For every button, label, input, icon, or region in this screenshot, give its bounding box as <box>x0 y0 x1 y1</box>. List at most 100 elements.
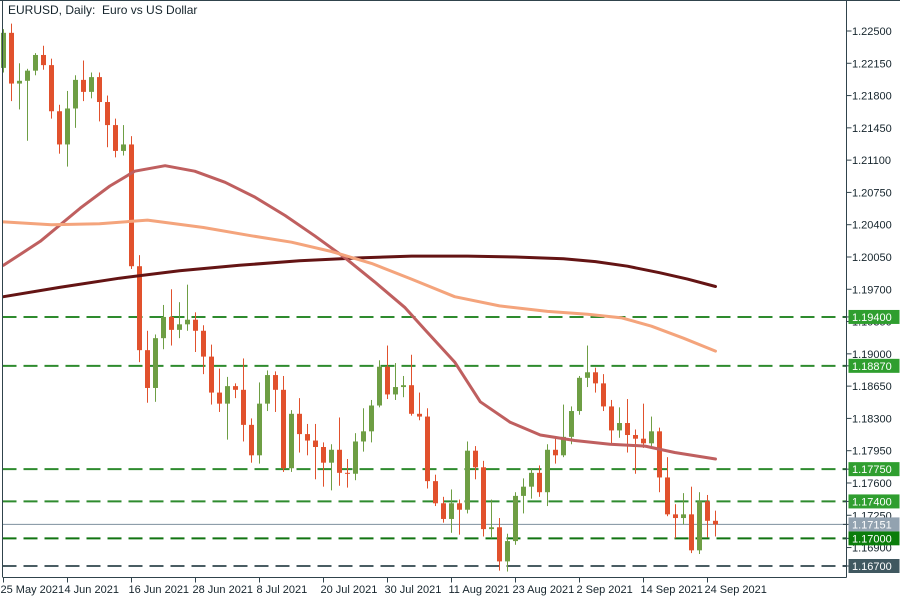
candle-down <box>129 144 134 267</box>
candle-down <box>481 467 486 530</box>
candle-up <box>1 32 6 68</box>
candle-down <box>609 406 614 431</box>
candle-down <box>385 366 390 395</box>
candle-down <box>169 316 174 330</box>
candle-down <box>705 501 710 521</box>
price-tick-label: 1.17600 <box>852 478 892 490</box>
candle-down <box>433 481 438 504</box>
price-tick-label: 1.18650 <box>852 381 892 393</box>
level-1.17750-box <box>848 462 900 477</box>
candle-down <box>641 438 646 444</box>
candle-up <box>185 319 190 325</box>
level-1.17000-label: 1.17000 <box>852 533 892 545</box>
time-tick-label: 23 Aug 2021 <box>513 584 575 596</box>
candle-down <box>297 413 302 435</box>
level-1.16700-label: 1.16700 <box>852 561 892 573</box>
time-tick-label: 11 Aug 2021 <box>449 584 510 596</box>
price-tick-label: 1.19000 <box>852 349 892 361</box>
candle-down <box>209 356 214 393</box>
level-1.18870-box <box>848 358 900 373</box>
candle-up <box>505 541 510 562</box>
candle-up <box>25 70 30 81</box>
candle-up <box>681 514 686 519</box>
candle-down <box>601 383 606 407</box>
candle-down <box>57 111 62 145</box>
level-1.19400-label: 1.19400 <box>852 312 892 324</box>
candle-down <box>633 435 638 439</box>
candle-down <box>417 413 422 417</box>
candle-up <box>465 450 470 510</box>
candle-down <box>201 330 206 357</box>
candle-wick <box>195 312 196 352</box>
chart-frame <box>0 0 900 578</box>
candle-down <box>113 125 118 151</box>
candle-up <box>225 386 230 404</box>
level-1.17000-box <box>848 531 900 546</box>
candle-up <box>265 375 270 404</box>
candle-down <box>473 450 478 468</box>
time-tick-label: 8 Jul 2021 <box>257 584 308 596</box>
candle-down <box>497 527 502 562</box>
candle-wick <box>587 345 588 388</box>
candle-wick <box>563 404 564 458</box>
candle-down <box>537 472 542 493</box>
candle-down <box>273 375 278 390</box>
candle-wick <box>675 504 676 539</box>
candle-down <box>49 65 54 112</box>
candle-down <box>337 449 342 473</box>
price-tick-label: 1.21800 <box>852 91 892 103</box>
candle-down <box>41 54 46 66</box>
candle-up <box>697 501 702 551</box>
candle-down <box>593 372 598 384</box>
current-price-label: 1.17151 <box>852 519 892 531</box>
candle-wick <box>323 442 324 487</box>
candle-down <box>673 514 678 519</box>
current-price-box <box>848 517 900 532</box>
ma-mid-line[interactable] <box>2 164 717 461</box>
candle-down <box>689 514 694 551</box>
candle-up <box>153 338 158 388</box>
candle-down <box>657 431 662 478</box>
candle-up <box>569 411 574 437</box>
candle-up <box>529 472 534 487</box>
ma-slow-line[interactable] <box>2 254 717 299</box>
candle-up <box>369 405 374 432</box>
price-tick-label: 1.16900 <box>852 543 892 555</box>
candle-up <box>577 377 582 412</box>
price-label-boxes: 1.19400 1.18870 1.17750 1.17400 1.17000 1.167… <box>843 309 900 573</box>
candle-wick <box>315 423 316 480</box>
candle-up <box>161 316 166 339</box>
candle-wick <box>235 383 236 399</box>
candle-wick <box>619 407 620 438</box>
price-tick-label: 1.18300 <box>852 413 892 425</box>
candle-up <box>329 449 334 463</box>
candle-up <box>177 324 182 330</box>
ma-slow[interactable] <box>2 254 717 299</box>
candle-down <box>409 385 414 414</box>
time-tick-label: 24 Sep 2021 <box>705 584 767 596</box>
candle-up <box>561 436 566 456</box>
ma-mid[interactable] <box>2 164 717 461</box>
ma-fast-line[interactable] <box>2 218 717 353</box>
candle-wick <box>19 63 20 110</box>
ma-fast[interactable] <box>2 218 717 353</box>
time-tick-label: 16 Jun 2021 <box>129 584 190 596</box>
candle-up <box>401 385 406 388</box>
candle-down <box>233 386 238 390</box>
candle-wick <box>635 429 636 474</box>
candle-up <box>521 486 526 496</box>
candle-down <box>105 102 110 126</box>
price-tick-label: 1.21100 <box>852 155 891 167</box>
time-axis[interactable]: 25 May 2021 4 Jun 2021 16 Jun 2021 28 Jun 2… <box>1 577 767 597</box>
price-tick-label: 1.21450 <box>852 123 892 135</box>
candle-down <box>145 350 150 388</box>
candle-wick <box>419 392 420 421</box>
candle-up <box>545 449 550 493</box>
time-tick-label: 30 Jul 2021 <box>385 584 442 596</box>
candle-down <box>81 79 86 92</box>
price-levels-layer[interactable] <box>2 315 847 567</box>
candle-down <box>457 503 462 510</box>
candle-down <box>97 77 102 103</box>
